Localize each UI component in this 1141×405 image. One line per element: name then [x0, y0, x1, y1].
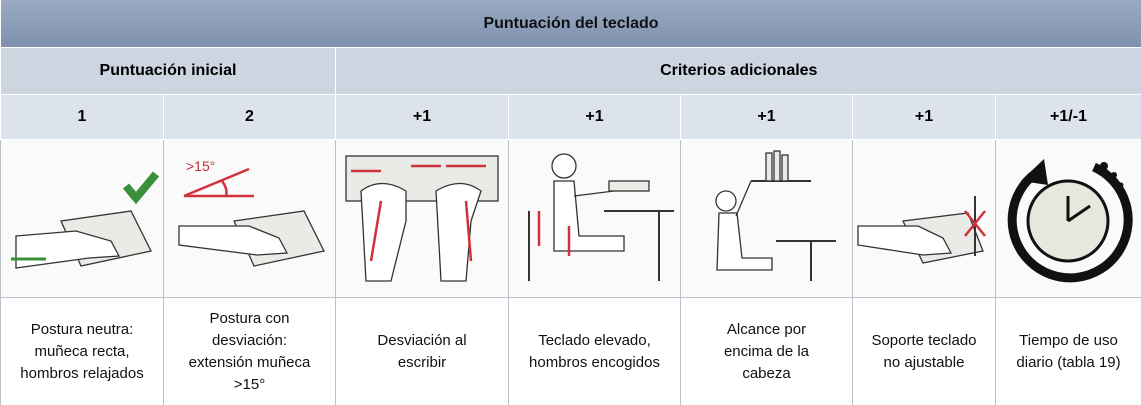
illustration: [681, 140, 853, 298]
daily-time-icon: [996, 141, 1141, 296]
score: +1: [509, 95, 681, 140]
score: +1: [853, 95, 996, 140]
description-line: desviación:: [164, 330, 335, 352]
neutral-wrist-icon: [1, 141, 163, 296]
description-line: muñeca recta,: [1, 341, 163, 363]
wrist-extension-icon: >15°: [164, 141, 335, 296]
description-line: Desviación al: [336, 330, 508, 352]
illustration: >15°: [164, 140, 336, 298]
illustration-row: >15°: [1, 140, 1141, 298]
description-line: Postura neutra:: [1, 319, 163, 341]
description-line: Postura con: [164, 308, 335, 330]
description-line: hombros encogidos: [509, 352, 680, 374]
description-line: >15°: [164, 374, 335, 396]
description: Postura neutra:muñeca recta,hombros rela…: [1, 298, 164, 405]
description-line: no ajustable: [853, 352, 995, 374]
score: +1: [681, 95, 853, 140]
description-line: Teclado elevado,: [509, 330, 680, 352]
title: Puntuación del teclado: [1, 0, 1141, 48]
illustration: [853, 140, 996, 298]
score: +1/-1: [996, 95, 1141, 140]
description-line: Soporte teclado: [853, 330, 995, 352]
group-header: Criterios adicionales: [336, 48, 1141, 95]
ulnar-deviation-icon: [336, 141, 508, 296]
score: +1: [336, 95, 509, 140]
description-line: hombros relajados: [1, 363, 163, 385]
description-row: Postura neutra:muñeca recta,hombros rela…: [1, 298, 1141, 405]
non-adjustable-support-icon: [853, 141, 995, 296]
illustration: [336, 140, 509, 298]
raised-keyboard-icon: [509, 141, 680, 296]
description-line: Alcance por: [681, 319, 852, 341]
overhead-reach-icon: [681, 141, 852, 296]
description-line: cabeza: [681, 363, 852, 385]
angle-label: >15°: [186, 158, 215, 174]
score: 2: [164, 95, 336, 140]
group-header: Puntuación inicial: [1, 48, 336, 95]
description-line: diario (tabla 19): [996, 352, 1141, 374]
description-line: extensión muñeca: [164, 352, 335, 374]
description-line: escribir: [336, 352, 508, 374]
description-line: Tiempo de uso: [996, 330, 1141, 352]
description-line: encima de la: [681, 341, 852, 363]
description: Teclado elevado,hombros encogidos: [509, 298, 681, 405]
score: 1: [1, 95, 164, 140]
illustration: [1, 140, 164, 298]
illustration: [509, 140, 681, 298]
illustration: [996, 140, 1141, 298]
